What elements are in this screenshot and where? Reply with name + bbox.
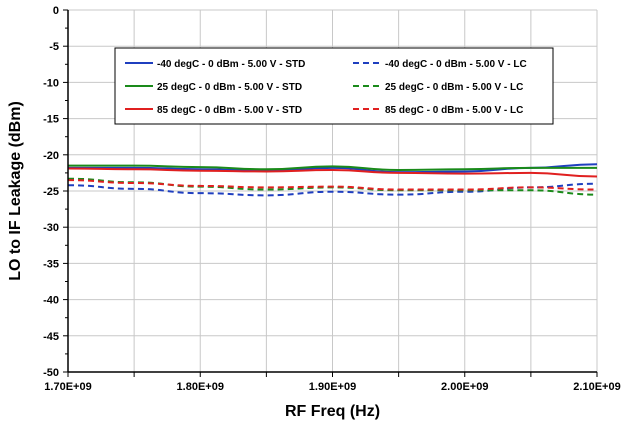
- series-line-3: [68, 164, 597, 172]
- y-tick-label: -40: [43, 295, 59, 307]
- y-axis-title: LO to IF Leakage (dBm): [7, 101, 24, 281]
- legend: -40 degC - 0 dBm - 5.00 V - STD -40 degC …: [114, 47, 554, 125]
- legend-label: -40 degC - 0 dBm - 5.00 V - LC: [385, 59, 527, 70]
- legend-label: 25 degC - 0 dBm - 5.00 V - STD: [157, 82, 302, 93]
- y-tick-label: 0: [53, 5, 59, 17]
- x-tick-label: 1.80E+09: [177, 381, 224, 393]
- y-tick-label: -5: [49, 41, 59, 53]
- y-tick-label: -50: [43, 367, 59, 379]
- y-tick-label: -30: [43, 222, 59, 234]
- legend-label: -40 degC - 0 dBm - 5.00 V - STD: [157, 59, 305, 70]
- x-tick-label: 1.70E+09: [44, 381, 91, 393]
- series-line-6: [67, 179, 598, 191]
- x-tick-label: 2.10E+09: [573, 381, 620, 393]
- y-tick-label: -10: [43, 77, 59, 89]
- x-tick-label: 1.90E+09: [309, 381, 356, 393]
- legend-label: 25 degC - 0 dBm - 5.00 V - LC: [385, 82, 523, 93]
- x-axis-title: RF Freq (Hz): [285, 403, 380, 420]
- y-tick-label: -15: [43, 114, 59, 126]
- y-tick-label: -20: [43, 150, 59, 162]
- y-tick-label: -35: [43, 258, 59, 270]
- x-tick-label: 2.00E+09: [441, 381, 488, 393]
- legend-label: 85 degC - 0 dBm - 5.00 V - STD: [157, 105, 302, 116]
- tick-labels: 0 -5 -10 -15 -20 -25 -30 -35 -40 -45 -50 1.70E+09 1.…: [43, 5, 621, 393]
- series-line-5: [67, 167, 598, 178]
- y-tick-label: -45: [43, 331, 59, 343]
- y-tick-label: -25: [43, 186, 59, 198]
- legend-box: [114, 47, 554, 125]
- axes: [63, 9, 598, 377]
- legend-label: 85 degC - 0 dBm - 5.00 V - LC: [385, 105, 523, 116]
- series-group: [67, 163, 598, 197]
